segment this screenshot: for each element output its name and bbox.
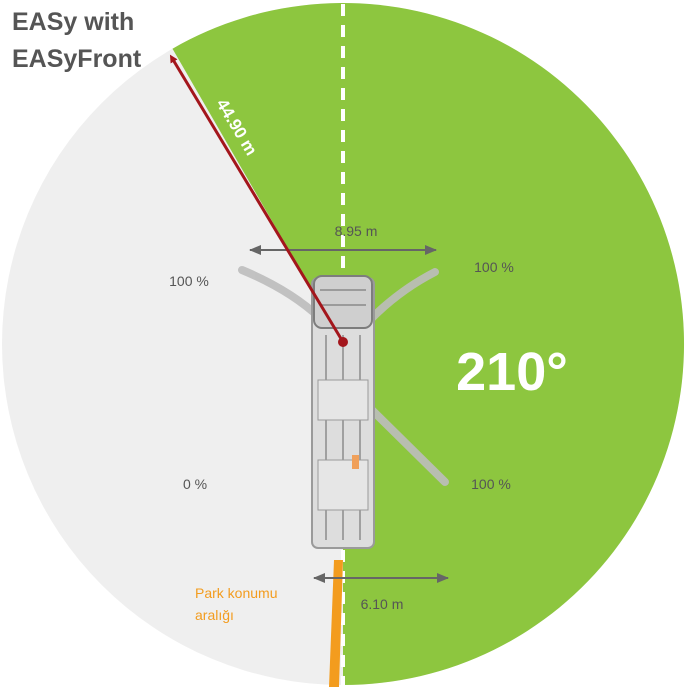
support-rear-left-label: 0 % — [183, 476, 207, 492]
title-line-2: EASyFront — [12, 45, 142, 73]
diagram-title: EASy with EASyFront — [12, 4, 141, 78]
working-area-sector — [172, 3, 685, 685]
crane-detail-block — [317, 459, 369, 511]
crane-vehicle — [311, 275, 375, 549]
outrigger-rear-right — [368, 406, 449, 486]
outrigger-width-label: 8.95 m — [335, 223, 378, 239]
slewing-center-dot — [338, 337, 348, 347]
rear-width-label: 6.10 m — [361, 596, 404, 612]
support-front-right-label: 100 % — [474, 259, 514, 275]
support-rear-right-label: 100 % — [471, 476, 511, 492]
slewing-angle-label: 210° — [456, 342, 568, 402]
radius-arrow — [169, 54, 345, 343]
park-range-marker — [329, 560, 343, 687]
crane-detail-accent — [352, 455, 359, 469]
crane-detail-block — [317, 379, 369, 421]
park-range-label-line1: Park konumu — [195, 585, 277, 601]
support-front-left-label: 100 % — [169, 273, 209, 289]
title-line-1: EASy with — [12, 8, 135, 36]
outrigger-front-right — [368, 268, 439, 322]
park-range-label-line2: aralığı — [195, 607, 234, 623]
crane-cab — [313, 275, 373, 329]
